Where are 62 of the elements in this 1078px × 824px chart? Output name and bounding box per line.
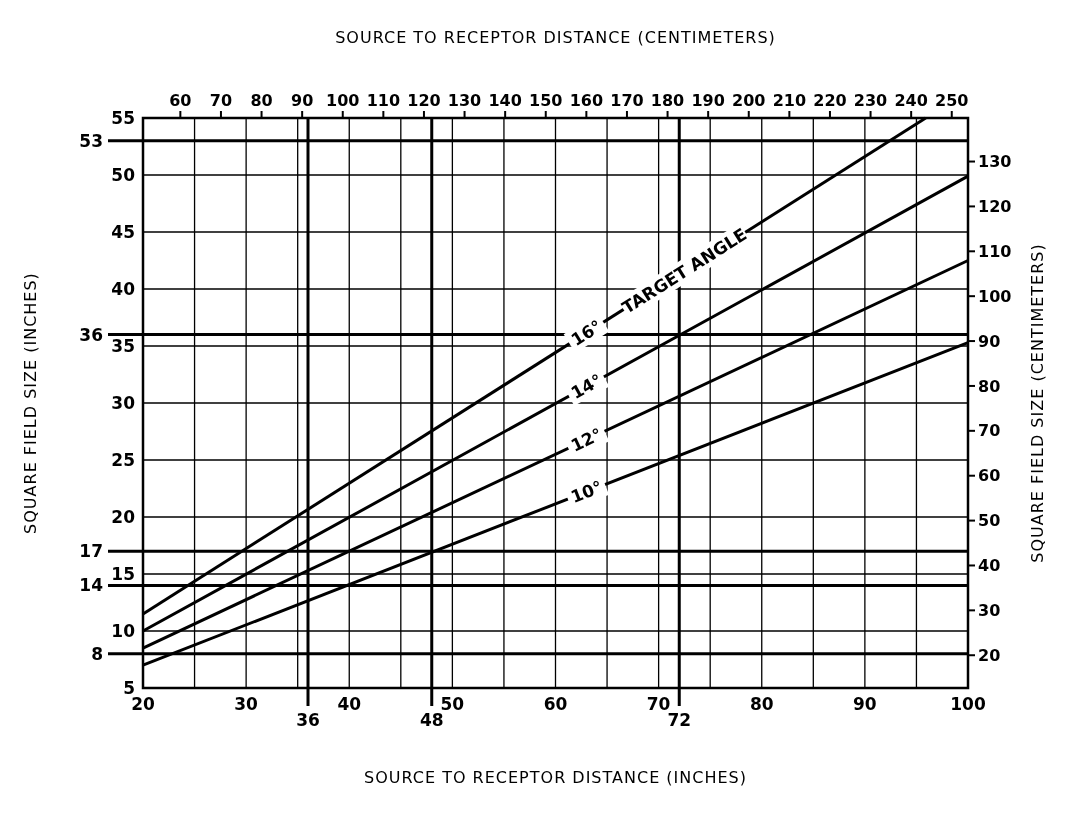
y-tick-label: 35: [111, 335, 135, 356]
y-tick-label: 15: [111, 563, 135, 584]
x-axis-title: SOURCE TO RECEPTOR DISTANCE (INCHES): [364, 768, 747, 787]
x2-tick-label: 120: [407, 91, 441, 110]
y-tick-label: 25: [111, 449, 135, 470]
x-tick-label: 60: [543, 694, 568, 714]
x-tick-label: 40: [337, 694, 362, 714]
ref-line-label: 8: [91, 643, 103, 664]
x2-tick-label: 60: [169, 91, 192, 110]
x2-tick-label: 100: [326, 91, 360, 110]
x2-tick-label: 140: [488, 91, 522, 110]
y2-tick-label: 60: [978, 466, 1001, 486]
y-tick-label: 20: [111, 506, 136, 527]
ref-line-label: 17: [79, 541, 103, 562]
y-tick-label: 45: [111, 221, 135, 242]
x2-tick-label: 250: [935, 91, 969, 110]
y2-tick-label: 130: [978, 152, 1012, 172]
y-tick-label: 30: [111, 392, 136, 413]
x2-tick-label: 110: [366, 91, 401, 110]
x2-tick-label: 170: [610, 91, 644, 110]
y2-tick-label: 40: [978, 556, 1001, 576]
y2-tick-label: 120: [978, 197, 1012, 217]
x-tick-label: 90: [853, 694, 877, 714]
y2-tick-label: 100: [978, 286, 1012, 306]
x2-tick-label: 160: [569, 91, 604, 110]
x2-tick-label: 130: [447, 91, 482, 110]
text: 12°: [567, 423, 606, 456]
y2-tick-label: 30: [978, 600, 1001, 620]
x2-tick-label: 210: [772, 91, 807, 110]
y2-axis-title: SQUARE FIELD SIZE (CENTIMETERS): [1028, 243, 1047, 563]
x2-tick-label: 240: [894, 91, 928, 110]
x-tick-label: 100: [950, 694, 986, 714]
y-tick-label: 40: [111, 278, 136, 299]
x2-tick-label: 230: [853, 91, 888, 110]
x2-tick-label: 190: [691, 91, 725, 110]
text: 14°: [567, 369, 606, 403]
y-tick-label: 55: [111, 107, 135, 128]
x-tick-label: 80: [749, 694, 774, 714]
y2-tick-label: 70: [978, 421, 1001, 441]
text: 10°: [567, 476, 606, 507]
y2-tick-label: 110: [978, 241, 1012, 261]
x2-tick-label: 80: [250, 91, 273, 110]
y-tick-label: 50: [111, 164, 136, 185]
y2-tick-label: 80: [978, 376, 1001, 396]
x2-tick-label: 220: [813, 91, 847, 110]
x2-tick-label: 200: [732, 91, 766, 110]
x2-tick-label: 150: [529, 91, 563, 110]
y2-tick-label: 50: [978, 511, 1001, 531]
y2-tick-label: 20: [978, 645, 1001, 665]
ref-line-label: 14: [79, 575, 104, 596]
x-tick-label: 30: [234, 694, 259, 714]
ref-line-label: 36: [79, 324, 103, 345]
x2-axis-title: SOURCE TO RECEPTOR DISTANCE (CENTIMETERS): [335, 28, 776, 47]
x2-tick-label: 180: [650, 91, 685, 110]
y-axis-title: SQUARE FIELD SIZE (INCHES): [21, 272, 40, 534]
ref-line-label: 36: [296, 710, 320, 730]
y-tick-label: 10: [111, 620, 136, 641]
text: 16°: [567, 315, 606, 350]
ref-line-label: 53: [79, 130, 103, 151]
x2-tick-label: 70: [209, 91, 233, 110]
y2-tick-label: 90: [978, 331, 1001, 351]
x2-tick-label: 90: [291, 91, 314, 110]
